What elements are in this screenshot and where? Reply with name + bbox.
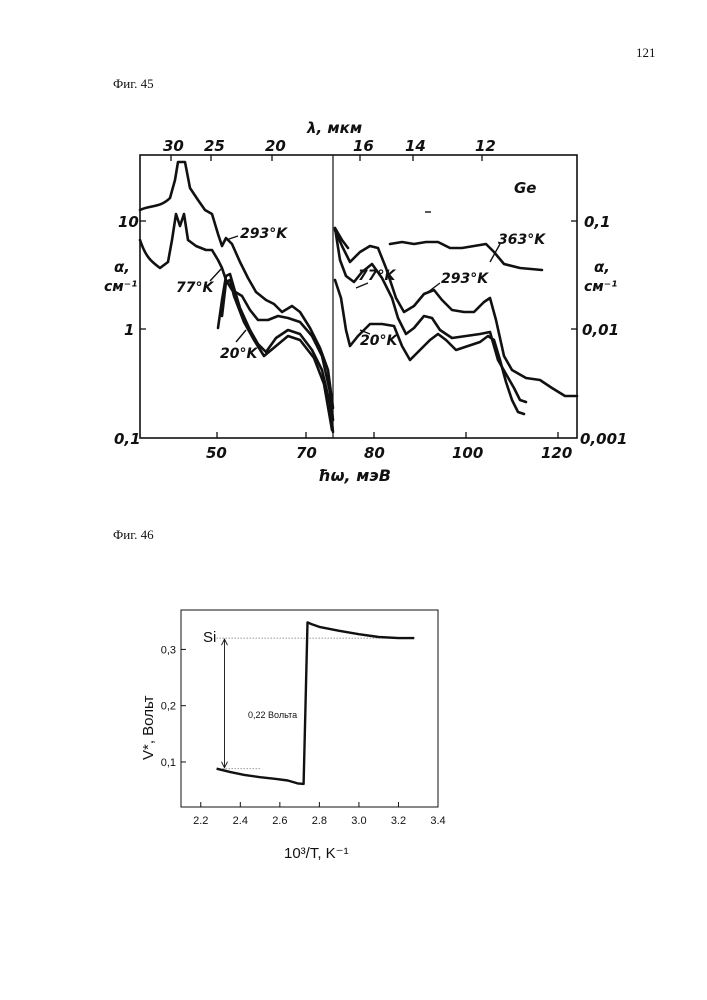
- fig46-y-tick-label: 0,3: [161, 644, 176, 656]
- fig46-x-tick-label: 3.2: [391, 815, 406, 827]
- fig46-title: Si: [203, 629, 216, 646]
- fig46-y-tick-label: 0,1: [161, 757, 176, 769]
- fig46-x-tick-label: 2.8: [312, 815, 327, 827]
- fig46-x-tick-label: 2.6: [272, 815, 287, 827]
- fig46-y-tick-label: 0,2: [161, 701, 176, 713]
- fig46-x-tick-label: 2.2: [193, 815, 208, 827]
- fig46-annotation-label: 0,22 Вольта: [248, 710, 297, 720]
- fig46-x-axis-label: 10³/T, K⁻¹: [284, 845, 349, 862]
- fig46-x-tick-label: 3.4: [430, 815, 445, 827]
- fig46-series-line: [217, 622, 415, 784]
- fig46-y-axis-label: V*, Вольт: [140, 695, 157, 760]
- fig46-x-tick-label: 3.0: [351, 815, 366, 827]
- fig46-x-tick-label: 2.4: [233, 815, 248, 827]
- fig46-plot-frame: [181, 610, 438, 807]
